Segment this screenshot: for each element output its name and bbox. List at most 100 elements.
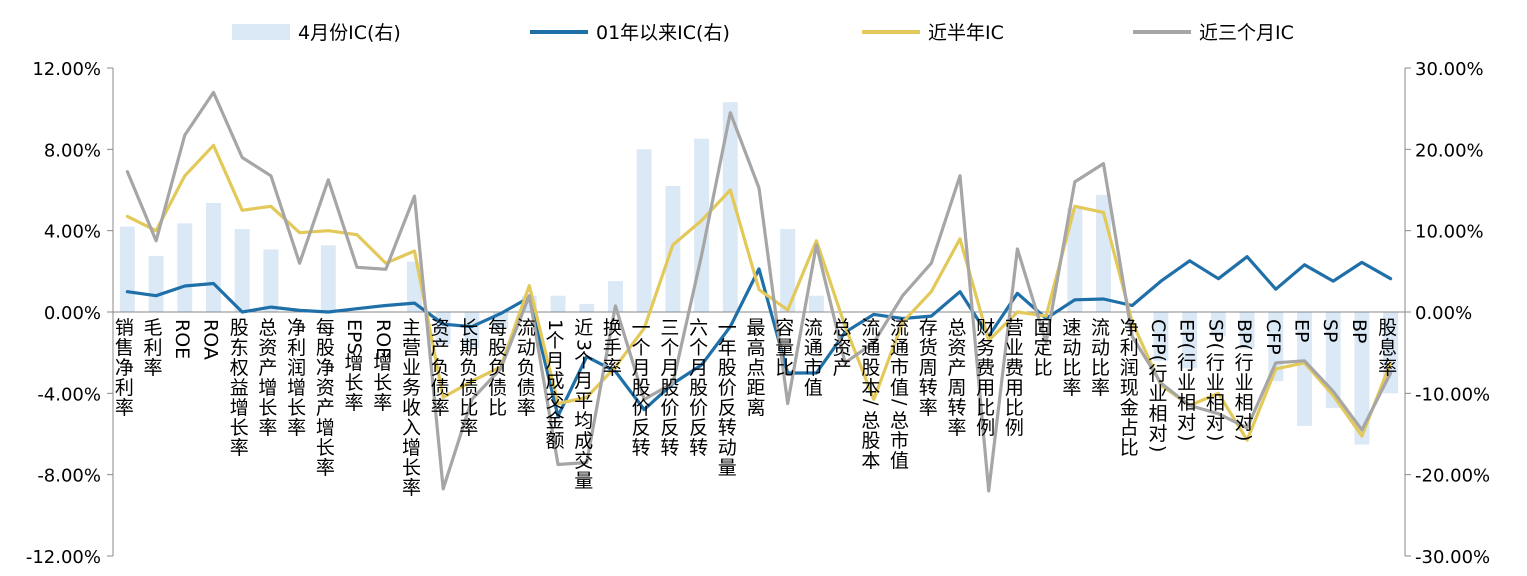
bar [148,255,164,312]
bar [722,102,738,312]
bar [1297,312,1312,426]
category-label-run: / [860,399,882,406]
category-label: 销售净利率 [115,317,134,419]
legend-label: 4月份IC(右) [298,22,401,44]
category-label: 固定比 [1034,317,1053,379]
category-label-run: / [889,399,911,406]
bar [550,295,566,312]
bar [119,226,135,312]
category-label: 最高点距离 [746,317,765,419]
bar [579,303,595,312]
category-label-run: SP [1319,319,1341,343]
y-left-tick-label: -12.00% [26,547,101,568]
category-label: 流动负债率 [517,317,536,419]
y-right-tick-label: -30.00% [1415,547,1490,568]
category-label-run: BP [1348,319,1370,344]
category-label: 流动比率 [1091,317,1110,399]
category-label: 行业相对 [1148,363,1167,445]
category-label: 个月成交金额 [546,330,565,452]
axes: 12.00% 8.00% 4.00% 0.00% -4.00% -8.00% -12.00%… [26,59,1490,568]
legend-swatch [232,24,290,40]
y-right-tick-label: -20.00% [1415,466,1490,487]
bar [636,149,652,312]
y-right-tick-label: 0.00% [1415,303,1472,324]
category-label-run: 1 [544,319,566,331]
bar [607,281,623,312]
bar [177,223,193,312]
bar [206,203,221,312]
category-label-run: EPS [343,319,365,355]
bar [320,245,336,312]
category-label: 资产负债率 [431,317,450,419]
category-label-run: CFP [1262,319,1284,355]
category-label-run: ) [1204,434,1226,441]
line-series [125,90,1393,493]
category-label: 总资产周转率 [947,317,966,439]
series-line [125,255,1393,418]
category-label: 流通市值 [804,317,823,399]
legend-label: 近半年IC [928,22,1004,44]
y-left-tick-label: -8.00% [37,466,101,487]
y-right-tick-label: -10.00% [1415,384,1490,405]
category-label-run: EP [1291,319,1313,342]
category-label: 主营业务收入增长率 [402,317,421,499]
category-label: 股息率 [1378,317,1397,379]
bar [263,249,279,312]
y-right-tick-label: 10.00% [1415,222,1484,243]
category-label-run: CFP( [1147,319,1169,362]
y-right-tick-label: 20.00% [1415,140,1484,161]
category-label: 财务费用比例 [976,317,995,439]
category-label: 换手率 [603,317,622,379]
category-label-run: ROE [372,319,394,359]
bar [1210,312,1226,337]
category-label: 每股净资产增长率 [316,317,335,479]
bar [1153,312,1169,361]
y-left-tick-label: -4.00% [37,384,101,405]
category-label: 净利润增长率 [287,317,306,439]
legend-label: 01年以来IC(右) [596,22,730,44]
legend-label: 近三个月IC [1199,22,1294,44]
bar [1067,207,1083,312]
category-label: 增长率 [373,352,392,414]
category-label: 六个月股价反转 [689,317,708,459]
y-left-tick-label: 4.00% [44,222,101,243]
category-label: 行业相对 [1235,352,1254,434]
category-label: 容量比 [775,317,794,379]
category-label-run: ROA [199,319,221,360]
category-label: 每股负债比 [488,317,507,419]
bar [464,312,480,349]
category-label-run: 3 [573,339,595,351]
category-label: 总资产增长率 [258,317,277,439]
y-right-tick-label: 30.00% [1415,59,1484,80]
category-label: 营业费用比例 [1005,317,1024,439]
category-label: 总资产 [833,317,852,379]
category-label: 行业相对 [1206,352,1225,434]
category-label-run: ) [1176,434,1198,441]
category-label-run: BP( [1233,319,1255,351]
category-label: 存货周转率 [919,317,938,419]
bar [1182,312,1198,369]
category-label: 速动比率 [1062,317,1081,399]
category-label: 增长率 [345,352,364,414]
y-left-tick-label: 8.00% [44,140,101,161]
bar [1354,312,1370,445]
category-label: 一年股价反转动量 [718,317,737,479]
category-label: 三个月股价反转 [660,317,679,459]
category-label: 长期负债比率 [459,317,478,439]
series-line [125,90,1393,493]
category-label-run: SP( [1204,319,1226,350]
category-label: 流通股本总股本 [861,317,880,472]
category-label: 一个月股价反转 [632,317,651,459]
y-left-tick-label: 0.00% [44,303,101,324]
category-label-run: ) [1147,445,1169,452]
bar [234,229,250,312]
category-label: 行业相对 [1177,352,1196,434]
category-label-run: ROE [171,319,193,359]
category-label-run: ) [1233,434,1255,441]
bar [808,295,824,312]
category-label: 净利润现金占比 [1120,317,1139,459]
category-label: 流通市值总市值 [890,317,909,472]
bar [780,229,796,312]
